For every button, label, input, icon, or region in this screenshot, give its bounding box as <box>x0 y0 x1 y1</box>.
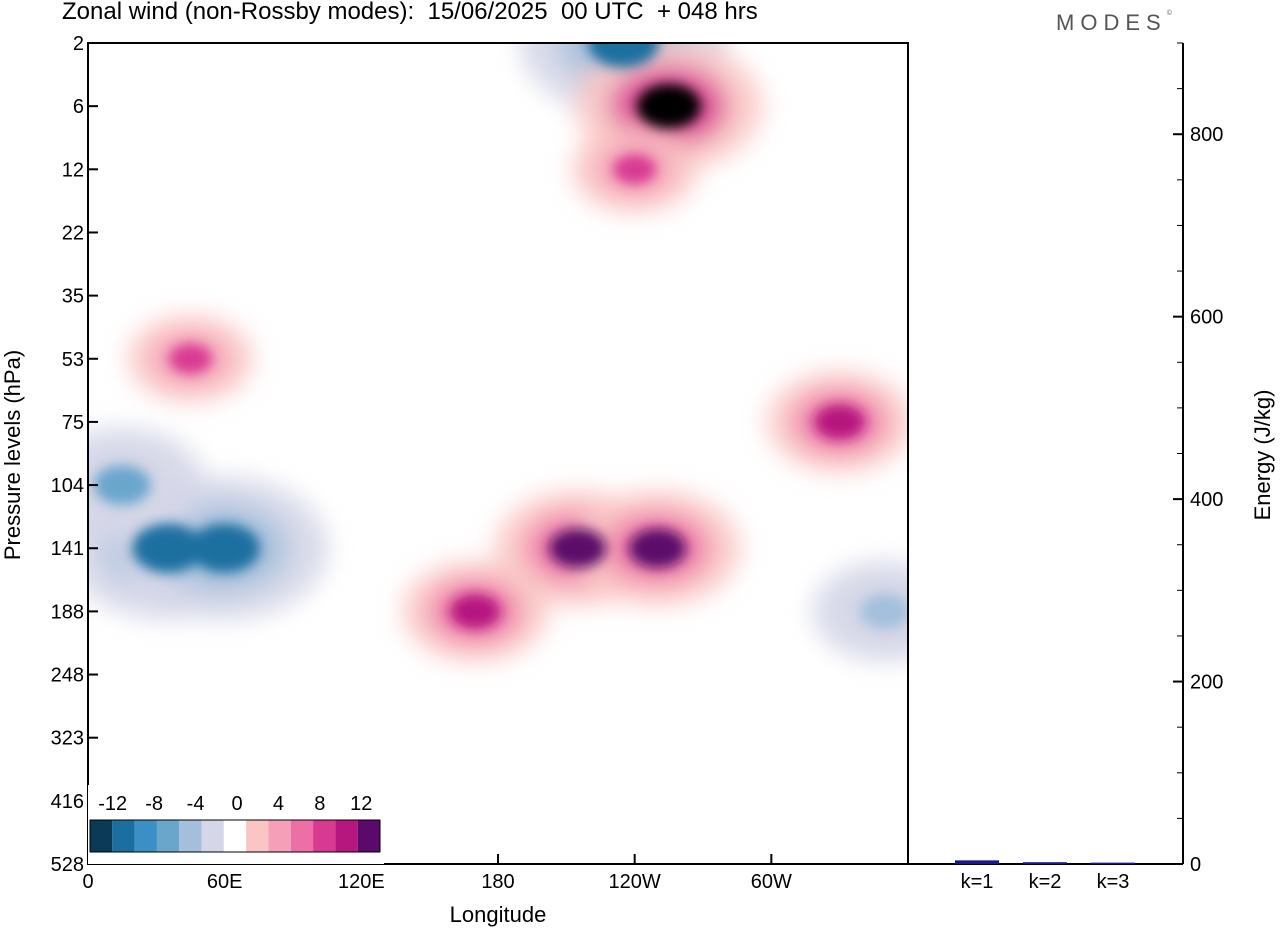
colorbar-swatch <box>246 820 269 852</box>
field-feature-core <box>613 154 657 185</box>
energy-axis-label: Energy (J/kg) <box>1250 390 1275 521</box>
colorbar-swatch <box>179 820 202 852</box>
colorbar-label: 12 <box>350 793 372 815</box>
colorbar-label: -8 <box>145 793 163 815</box>
field-feature-core <box>189 523 261 573</box>
energy-bar <box>1091 862 1135 865</box>
colorbar-swatch <box>112 820 135 852</box>
colorbar-swatch <box>201 820 224 852</box>
colorbar-label: 4 <box>273 793 284 815</box>
heatmap-plot <box>88 43 908 864</box>
heatmap-background <box>88 43 908 864</box>
y-tick-label: 35 <box>62 286 84 308</box>
energy-x-tick-label: k=3 <box>1097 871 1130 893</box>
y-tick-label: 141 <box>51 538 84 560</box>
field-feature-core <box>860 594 908 629</box>
colorbar-swatch <box>313 820 336 852</box>
x-tick-label: 60W <box>751 871 792 893</box>
field-feature-core <box>450 594 501 629</box>
y-tick-label: 248 <box>51 665 84 687</box>
energy-y-axis: 0 200 400 600 800 <box>1173 42 1223 876</box>
y-tick-label: 323 <box>51 728 84 750</box>
energy-bars <box>955 860 1135 865</box>
field-feature-core <box>628 528 687 569</box>
y-tick-label: 53 <box>62 349 84 371</box>
colorbar-swatch <box>335 820 358 852</box>
y-tick-label: 104 <box>51 475 84 497</box>
field-feature-core <box>93 465 151 505</box>
colorbar-swatch <box>268 820 291 852</box>
x-tick-label: 0 <box>82 871 93 893</box>
y-tick-label: 2 <box>73 33 84 55</box>
energy-x-axis: k=1 k=2 k=3 <box>961 871 1130 893</box>
x-tick-label: 60E <box>207 871 243 893</box>
modes-logo: MODES© <box>1056 10 1172 36</box>
colorbar-swatch <box>90 820 113 852</box>
field-feature-core <box>636 83 701 129</box>
x-tick-label: 120W <box>609 871 661 893</box>
field-feature-core <box>549 528 607 569</box>
energy-x-tick-label: k=1 <box>961 871 994 893</box>
y-tick-label: 6 <box>73 96 84 118</box>
energy-y-tick-label: 600 <box>1190 307 1223 329</box>
colorbar-swatches <box>89 819 381 853</box>
y-tick-label: 416 <box>51 791 84 813</box>
colorbar-label: 0 <box>231 793 242 815</box>
y-tick-label: 188 <box>51 601 84 623</box>
energy-bar <box>1023 862 1067 864</box>
energy-bar <box>955 860 999 864</box>
energy-y-tick-label: 200 <box>1190 672 1223 694</box>
chart-title: Zonal wind (non-Rossby modes): 15/06/202… <box>62 0 758 25</box>
y-axis-label: Pressure levels (hPa) <box>0 350 25 560</box>
x-tick-label: 180 <box>481 871 514 893</box>
colorbar-swatch <box>357 820 380 852</box>
energy-y-tick-label: 400 <box>1190 489 1223 511</box>
colorbar-label: -4 <box>187 793 205 815</box>
y-tick-label: 528 <box>51 854 84 876</box>
x-axis-label: Longitude <box>450 902 547 927</box>
colorbar-swatch <box>156 820 180 852</box>
field-feature-core <box>168 343 213 374</box>
field-feature-core <box>132 523 204 573</box>
x-tick-label: 120E <box>338 871 385 893</box>
colorbar-label: -12 <box>98 793 127 815</box>
y-tick-label: 22 <box>62 222 84 244</box>
x-axis: 0 60E 120E 180 120W 60W <box>82 854 792 893</box>
colorbar-swatch <box>223 820 247 852</box>
colorbar-swatch <box>290 820 314 852</box>
colorbar-swatch <box>134 820 157 852</box>
y-axis: 2 6 12 22 35 53 75 104 141 188 248 323 416 528 <box>51 33 98 876</box>
colorbar-label: 8 <box>314 793 325 815</box>
colorbar-frame <box>89 819 381 853</box>
y-tick-label: 12 <box>62 159 84 181</box>
field-inner-contours <box>93 43 908 629</box>
field-feature-core <box>587 43 659 68</box>
logo-mark: © <box>1166 10 1172 17</box>
y-tick-label: 75 <box>62 412 84 434</box>
energy-panel: k=1 k=2 k=3 0 200 400 600 800 Energy (J/kg) <box>908 42 1275 893</box>
colorbar: -12 -8 -4 0 4 8 12 <box>88 785 384 864</box>
energy-x-tick-label: k=2 <box>1029 871 1062 893</box>
field-feature-core <box>814 404 865 440</box>
colorbar-labels: -12 -8 -4 0 4 8 12 <box>98 793 372 815</box>
energy-y-tick-label: 0 <box>1190 854 1201 876</box>
energy-y-tick-label: 800 <box>1190 124 1223 146</box>
logo-text: MODES <box>1056 10 1167 35</box>
